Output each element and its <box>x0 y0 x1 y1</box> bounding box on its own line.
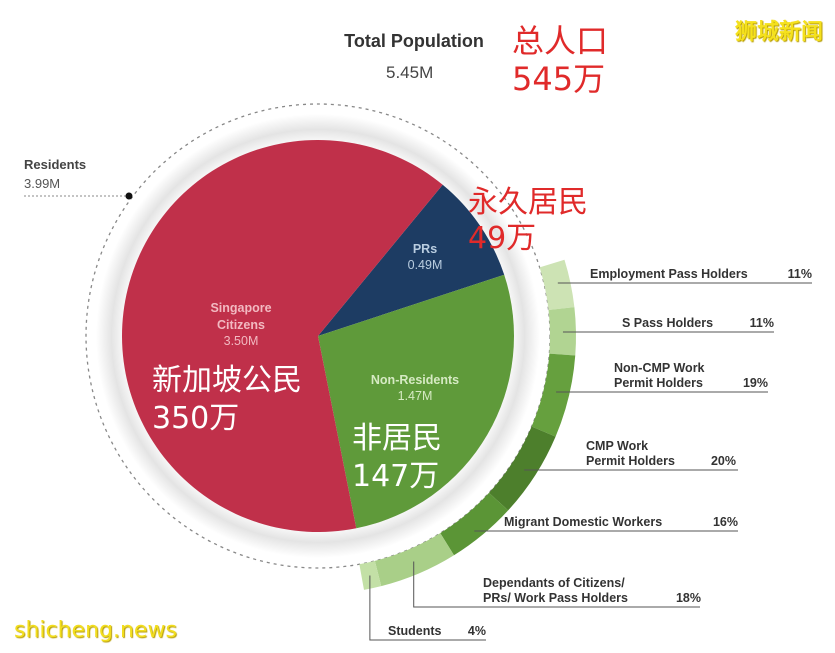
residents-label: Residents <box>24 157 87 172</box>
ring-segment-2 <box>531 353 576 437</box>
leader-line-6 <box>369 575 486 641</box>
watermark-bottom-left: shicheng.news <box>14 618 177 643</box>
ring-segment-1 <box>548 307 576 356</box>
prs-cn-annotation: 永久居民 49万 <box>468 185 588 256</box>
pie-slice-prs <box>318 184 505 336</box>
citizens-slice-label: Singapore Citizens 3.50M <box>210 301 272 348</box>
ring-segment-4 <box>440 492 509 556</box>
non-residents-slice-label: Non-Residents 1.47M <box>370 373 460 403</box>
total-cn-label: 总人口 <box>512 22 609 60</box>
breakdown-leader-lines <box>369 282 812 641</box>
ring-segment-5 <box>374 533 454 587</box>
pie-slice-non-residents <box>318 274 514 529</box>
legend-non-cmp-work-permit: Non-CMP Work Permit Holders 19% <box>614 361 768 390</box>
legend-s-pass: S Pass Holders 11% <box>622 316 774 330</box>
leader-line-5 <box>413 561 700 608</box>
legend-students: Students 4% <box>388 624 486 638</box>
prs-slice-label: PRs 0.49M <box>407 242 443 272</box>
legend-cmp-work-permit: CMP Work Permit Holders 20% <box>586 439 736 468</box>
legend-dependants: Dependants of Citizens/PRs/ Work Pass Ho… <box>483 576 701 605</box>
legend-migrant-domestic-workers: Migrant Domestic Workers 16% <box>504 515 738 529</box>
total-population-value: 5.45M <box>386 63 434 82</box>
total-cn-value: 545万 <box>512 60 606 98</box>
non-resident-breakdown-ring <box>359 259 576 590</box>
residents-marker-dot <box>125 192 133 200</box>
ring-segment-0 <box>539 259 575 311</box>
ring-segment-3 <box>488 426 556 511</box>
main-pie <box>122 139 514 533</box>
total-population-title: Total Population <box>344 31 484 51</box>
watermark-top-right: 狮城新闻 <box>734 20 823 45</box>
pie-slice-singapore-citizens <box>122 139 443 533</box>
residents-value: 3.99M <box>24 176 61 191</box>
legend-employment-pass: Employment Pass Holders 11% <box>590 267 812 281</box>
ring-segment-6 <box>359 560 382 590</box>
non-residents-cn-annotation: 非居民 147万 <box>352 421 442 494</box>
total-population-cn: 总人口 545万 <box>512 22 608 98</box>
citizens-cn-annotation: 新加坡公民 350万 <box>152 363 302 436</box>
